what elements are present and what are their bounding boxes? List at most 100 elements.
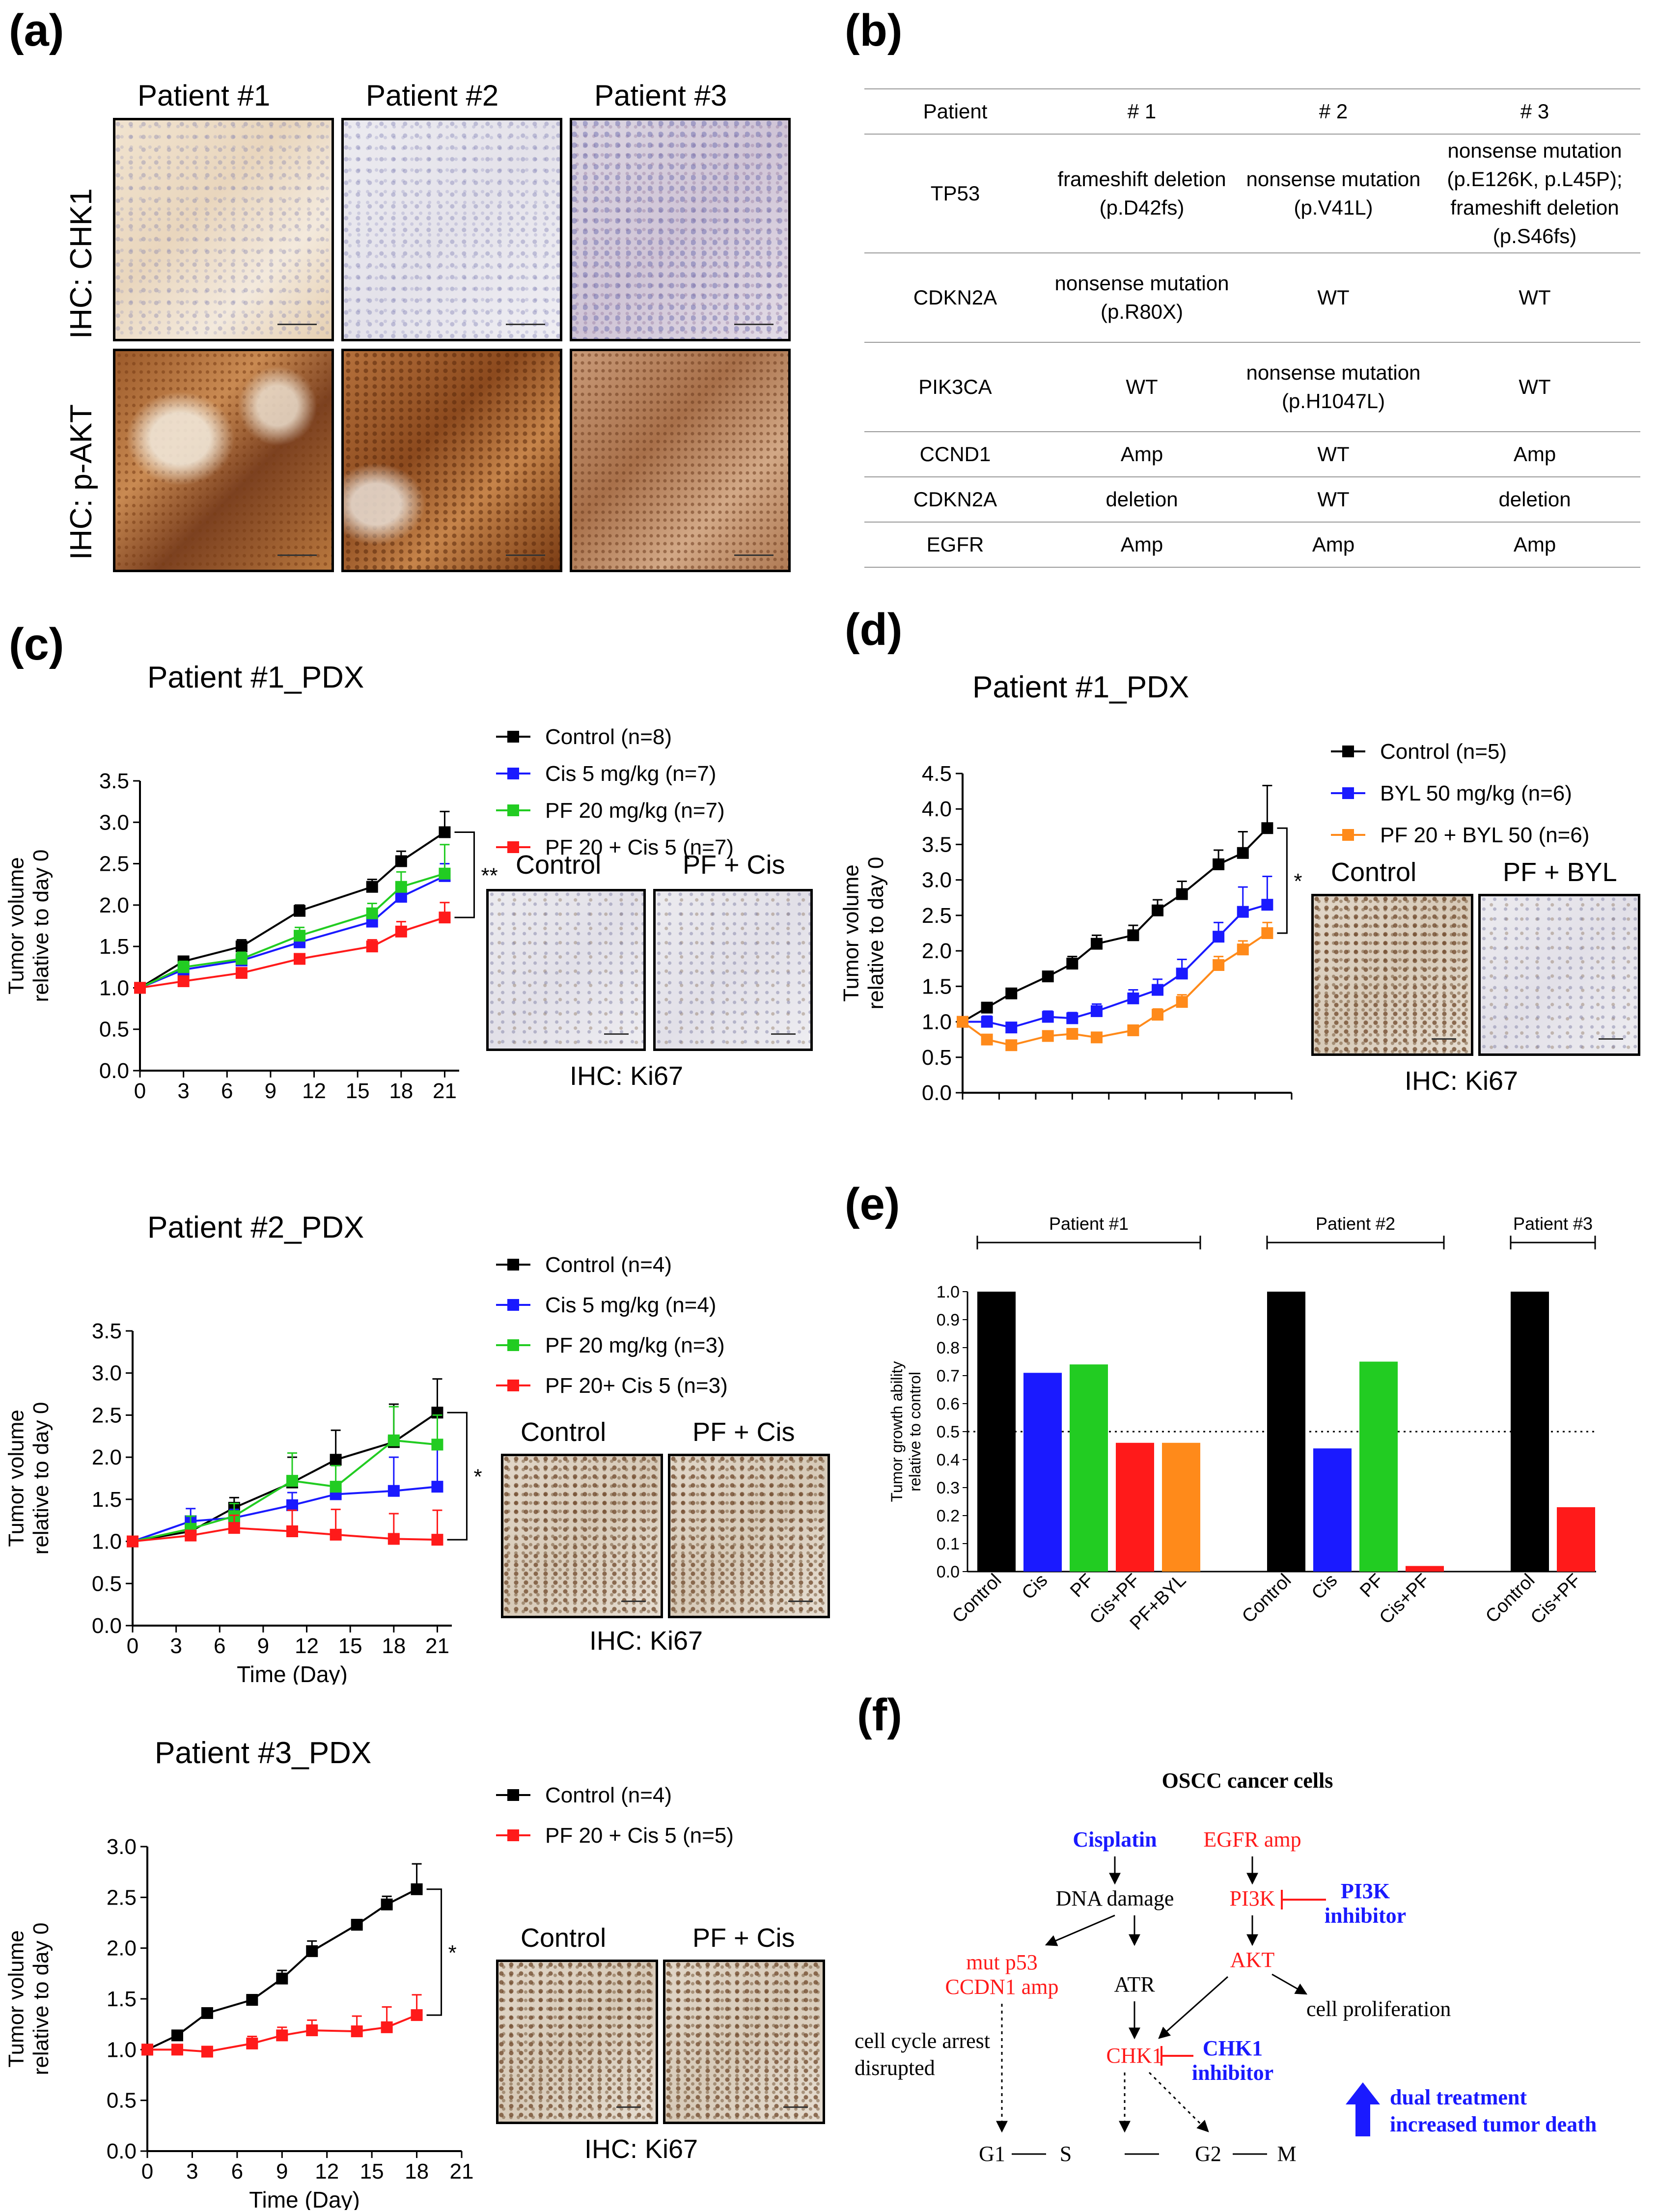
- legend-label: PF 20 mg/kg (n=7): [545, 799, 725, 823]
- x-tick-label: 9: [265, 1079, 276, 1100]
- chart-title: Patient #3_PDX: [155, 1736, 371, 1770]
- data-point: [395, 925, 407, 938]
- y-tick-label: 2.0: [922, 939, 952, 963]
- y-tick-label: 1.5: [99, 935, 129, 959]
- table-cell: Amp: [1046, 432, 1238, 477]
- legend-label: Cis 5 mg/kg (n=7): [545, 762, 716, 786]
- y-tick-label: 4.5: [922, 762, 952, 786]
- table-cell: WT: [1429, 253, 1640, 343]
- data-point: [1176, 968, 1188, 980]
- bar: [1313, 1448, 1352, 1572]
- y-tick-label: 0.0: [937, 1563, 960, 1581]
- col-label-patient-3: Patient #3: [594, 79, 727, 112]
- y-tick-label: 2.5: [107, 1885, 137, 1909]
- y-tick-label: 1.5: [92, 1488, 122, 1512]
- x-tick-label: 21: [450, 2159, 474, 2184]
- phase-g2: G2: [1195, 2142, 1221, 2166]
- y-tick-label: 2.0: [99, 893, 129, 917]
- data-point: [351, 2025, 363, 2038]
- data-point: [366, 907, 378, 919]
- data-point: [1152, 984, 1164, 996]
- data-point: [286, 1499, 298, 1511]
- y-tick-label: 3.0: [922, 868, 952, 892]
- y-tick-label: 0.0: [92, 1614, 122, 1638]
- significance-label: *: [448, 1941, 457, 1965]
- data-point: [1042, 970, 1054, 983]
- dual-treatment-line2: increased tumor death: [1390, 2112, 1597, 2136]
- legend-marker: [507, 804, 519, 816]
- y-axis-label: Tumor growth abilityrelative to control: [888, 1361, 924, 1502]
- y-tick-label: 3.0: [92, 1361, 122, 1385]
- x-tick-label: 3: [186, 2159, 198, 2184]
- y-tick-label: 3.5: [922, 832, 952, 857]
- data-point: [387, 1434, 400, 1446]
- data-point: [246, 1994, 258, 2006]
- series-line: [147, 1888, 417, 2051]
- data-point: [1176, 996, 1188, 1008]
- data-point: [330, 1454, 342, 1466]
- y-tick-label: 0.5: [937, 1423, 960, 1441]
- data-point: [439, 912, 451, 924]
- legend-marker: [507, 1299, 519, 1311]
- significance-bracket: [447, 1411, 468, 1541]
- ihc-chk1-patient-1-image: [113, 118, 334, 341]
- x-tick-label: 18: [389, 1079, 413, 1100]
- legend-label: PF 20 + Cis 5 (n=7): [545, 835, 734, 859]
- bar: [1557, 1507, 1595, 1572]
- gene-cell: PIK3CA: [864, 342, 1046, 432]
- legend-marker: [1342, 787, 1354, 799]
- data-point: [351, 1919, 363, 1931]
- legend-label: Cis 5 mg/kg (n=4): [545, 1293, 716, 1317]
- y-tick-label: 1.5: [922, 974, 952, 998]
- data-point: [330, 1528, 342, 1541]
- line-chart-patient-1-pdx: Patient #1_PDX 0 3 6 9 12 15 18 21 0.0 0.5 1.0 1.5 2.…: [4, 661, 734, 1100]
- legend-marker: [1342, 746, 1354, 757]
- panel-label-d: (d): [845, 605, 903, 655]
- y-tick-label: 2.0: [92, 1445, 122, 1469]
- legend-marker: [507, 1259, 519, 1271]
- data-point: [387, 1485, 400, 1497]
- data-point: [141, 2044, 153, 2056]
- ki67-c2-control-label: Control: [521, 1417, 607, 1447]
- data-point: [439, 826, 451, 838]
- col-label-patient-1: Patient #1: [138, 79, 271, 112]
- chk1-label: CHK1: [1106, 2044, 1163, 2068]
- phase-m: M: [1277, 2142, 1296, 2166]
- bar: [1406, 1566, 1444, 1572]
- y-tick-label: 0.6: [937, 1395, 960, 1413]
- data-point: [201, 2007, 213, 2019]
- table-header-cell: # 3: [1429, 88, 1640, 135]
- ki67-d-caption: IHC: Ki67: [1405, 1066, 1519, 1096]
- data-point: [1152, 904, 1164, 916]
- phase-s: S: [1060, 2142, 1072, 2166]
- data-point: [286, 1525, 298, 1537]
- data-point: [411, 1883, 423, 1895]
- ihc-chk1-patient-3-image: [570, 118, 791, 341]
- table-cell: nonsense mutation (p.V41L): [1238, 134, 1429, 253]
- row-label-chk1: IHC: CHK1: [64, 188, 98, 339]
- chart-title: Patient #1_PDX: [147, 661, 364, 694]
- gene-cell: EGFR: [864, 522, 1046, 568]
- data-point: [1261, 927, 1273, 939]
- data-point: [235, 953, 248, 965]
- bar: [1267, 1292, 1305, 1572]
- line-chart-patient-2-pdx: Patient #2_PDX 0 3 6 9 12 15 18 21 0.0 0.5 1.0 1.5 2.…: [4, 1211, 727, 1685]
- data-point: [306, 1945, 318, 1957]
- bar: [1359, 1361, 1398, 1572]
- cell-cycle-line1: cell cycle arrest: [855, 2029, 990, 2053]
- ihc-pakt-patient-2-image: [341, 349, 562, 572]
- x-tick-label: 3: [170, 1634, 182, 1658]
- data-point: [171, 2044, 183, 2056]
- significance-label: *: [1294, 869, 1302, 893]
- bar: [1511, 1292, 1549, 1572]
- panel-label-a: (a): [9, 5, 64, 55]
- data-point: [1261, 822, 1273, 834]
- gene-cell: TP53: [864, 134, 1046, 253]
- table-row: CDKN2A deletion WT deletion: [864, 477, 1640, 523]
- x-tick-label: 12: [315, 2159, 339, 2184]
- line-chart-patient-3-pdx: Patient #3_PDX 0 3 6 9 12 15 18 21 0.0 0.5 1.0 1.5 2.…: [4, 1736, 734, 2210]
- y-tick-label: 1.0: [99, 976, 129, 1000]
- x-tick-label: 21: [433, 1079, 457, 1100]
- data-point: [1066, 1012, 1078, 1024]
- data-point: [1237, 906, 1249, 918]
